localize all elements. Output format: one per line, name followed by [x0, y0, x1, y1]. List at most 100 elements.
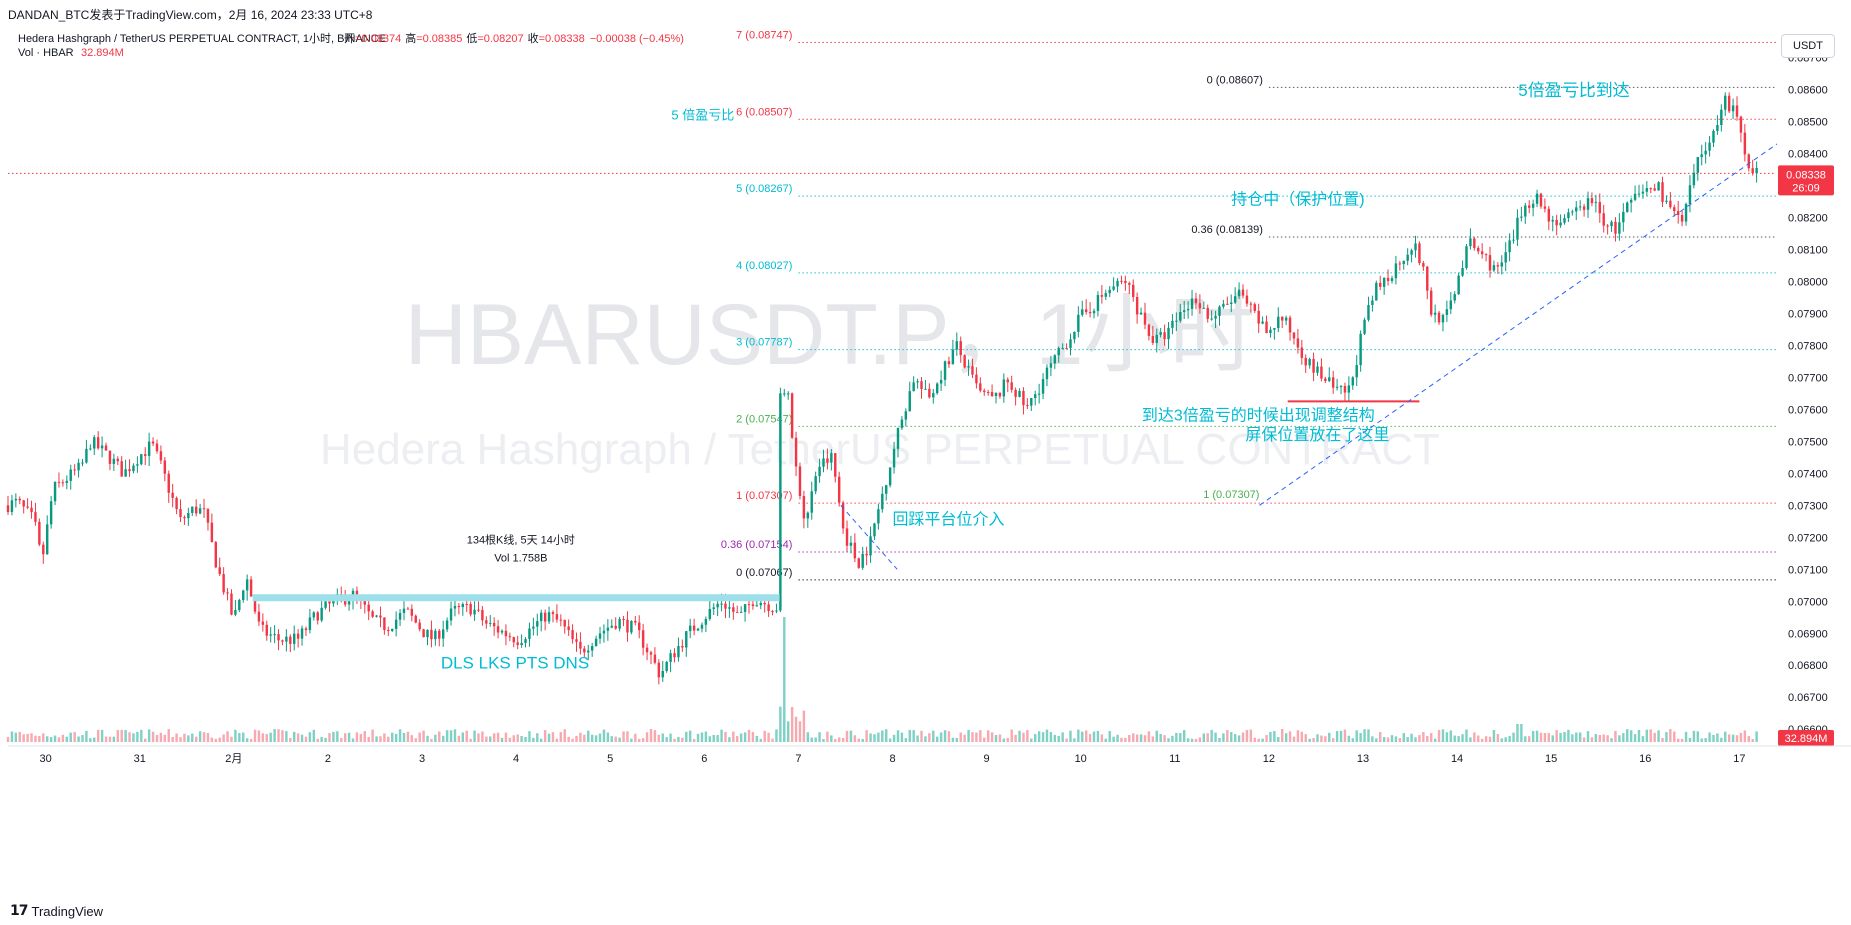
candle-body [38, 521, 41, 545]
candle-body [885, 485, 888, 494]
volume-bar [583, 734, 586, 742]
volume-bar [379, 736, 382, 742]
candle-body [1473, 238, 1476, 248]
candle-body [810, 491, 813, 513]
candle-body [1575, 207, 1578, 212]
volume-bar [1108, 731, 1111, 742]
candle-body [657, 662, 661, 678]
candle-body [1394, 263, 1398, 279]
volume-bar [520, 735, 523, 742]
candle-body [1727, 95, 1731, 112]
candle-body [1300, 347, 1304, 358]
candle-body [1563, 218, 1566, 223]
candle-body [1065, 348, 1068, 350]
candle-body [1092, 310, 1096, 314]
candle-body [1437, 312, 1441, 323]
volume-bar [253, 729, 257, 742]
volume-bar [1320, 735, 1323, 742]
volume-bar [759, 738, 762, 742]
candle-body [1269, 329, 1272, 334]
candle-body [1704, 150, 1707, 155]
candle-body [1179, 312, 1182, 321]
candle-body [112, 458, 116, 464]
volume-bar [559, 732, 563, 742]
volume-bar [700, 732, 704, 742]
volume-bar [896, 730, 900, 742]
candle-body [587, 650, 590, 653]
volume-bar [147, 729, 151, 742]
candle-body [849, 542, 853, 546]
volume-bar [1139, 734, 1143, 742]
price-axis[interactable]: 0.087000.086000.085000.084000.083000.082… [1778, 53, 1834, 746]
candle-body [1465, 246, 1468, 268]
candle-body [18, 498, 21, 501]
volume-bar [1351, 738, 1355, 742]
footer: 17 TradingView [0, 896, 1851, 925]
volume-bar [1379, 732, 1382, 742]
volume-bar [1563, 731, 1566, 742]
volume-bar [845, 730, 849, 742]
currency-button[interactable]: USDT [1781, 34, 1835, 58]
candle-body [1288, 317, 1292, 333]
candle-body [1524, 205, 1527, 217]
candle-body [1555, 219, 1558, 226]
candle-body [1379, 282, 1382, 287]
candle-body [798, 466, 802, 497]
volume-bar [885, 729, 888, 742]
volume-bar [359, 733, 363, 742]
candle-body [1590, 198, 1594, 204]
volume-bar [1508, 735, 1511, 742]
candle-body [555, 614, 559, 620]
volume-bars [6, 617, 1758, 742]
volume-bar [802, 710, 806, 742]
candle-body [198, 508, 202, 514]
volume-bar [1673, 731, 1676, 742]
volume-bar [626, 731, 629, 742]
volume-bar [696, 733, 700, 742]
candle-body [739, 611, 743, 613]
candle-body [57, 481, 61, 483]
candle-body [634, 620, 637, 623]
volume-bar [1708, 732, 1711, 742]
candle-body [1614, 221, 1617, 234]
candle-body [771, 611, 774, 613]
volume-bar [794, 716, 798, 742]
volume-bar [445, 730, 449, 742]
volume-bar [449, 730, 453, 742]
volume-bar [461, 732, 465, 742]
candle-body [136, 464, 139, 466]
time-axis[interactable]: 30 31 2月 2 3 4 5 6 7 8 9 10 11 12 13 14 15 16 17 [8, 745, 1851, 765]
time-tick-label: 9 [984, 753, 990, 765]
volume-bar [418, 732, 421, 742]
volume-legend-label: Vol · HBAR [18, 47, 74, 59]
price-tick-label: 0.08200 [1788, 212, 1828, 224]
chart-area[interactable]: HBARUSDT.P，1小时 Hedera Hashgraph / TetherU… [0, 24, 1851, 896]
volume-bar [292, 731, 296, 742]
time-tick-label: 2 [325, 753, 331, 765]
tradingview-logo[interactable]: 17 TradingView [10, 903, 103, 919]
candle-body [406, 608, 410, 610]
volume-bar [1622, 733, 1625, 742]
fibonacci-levels: 7 (0.08747) 6 (0.08507) 5 (0.08267) 4 (0.08… [8, 30, 1776, 581]
volume-bar [881, 730, 884, 742]
volume-bar [1100, 734, 1104, 742]
candle-body [1194, 298, 1198, 304]
volume-bar [249, 738, 253, 742]
candle-body [1445, 309, 1449, 315]
volume-bar [610, 736, 613, 742]
candle-body [296, 633, 300, 639]
candle-body [1128, 283, 1131, 285]
volume-bar [869, 733, 872, 742]
candle-body [1653, 188, 1656, 191]
time-tick-label: 31 [134, 753, 146, 765]
candle-body [1159, 332, 1162, 335]
candle-body [1104, 293, 1107, 297]
volume-bar [155, 734, 159, 742]
candle-body [1512, 239, 1515, 241]
candle-body [1316, 366, 1319, 373]
candle-body [892, 448, 896, 468]
volume-bar [1551, 735, 1554, 742]
candle-body [151, 441, 155, 444]
volume-bar [1304, 734, 1307, 742]
candle-body [681, 645, 684, 648]
